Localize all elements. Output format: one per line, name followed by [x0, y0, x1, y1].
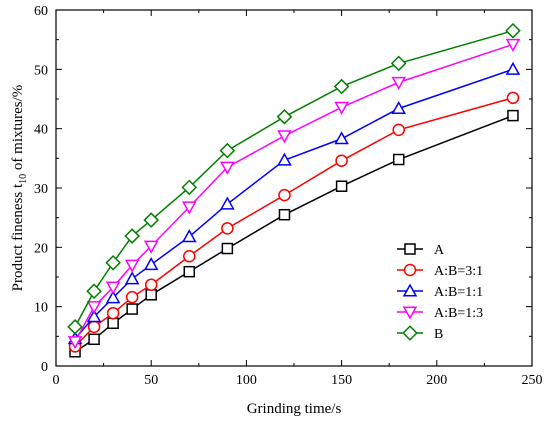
- y-tick-label: 30: [34, 182, 48, 197]
- data-point: [507, 109, 519, 122]
- y-axis-label-main: Product fineness t: [10, 183, 26, 291]
- data-point: [67, 319, 83, 335]
- data-point: [392, 123, 405, 137]
- data-point: [125, 290, 139, 304]
- series: [67, 38, 521, 350]
- data-point: [105, 254, 121, 271]
- data-point: [143, 212, 160, 228]
- data-point: [334, 101, 349, 115]
- data-point: [124, 259, 140, 273]
- legend-marker: [402, 283, 418, 297]
- legend-item: A: [397, 243, 445, 258]
- data-point: [391, 100, 406, 115]
- data-point: [506, 91, 520, 105]
- data-point: [390, 55, 407, 72]
- y-tick-label: 0: [41, 360, 48, 375]
- data-point: [278, 208, 291, 221]
- legend-marker: [404, 243, 416, 255]
- x-tick-label: 250: [522, 373, 543, 388]
- data-point: [505, 38, 521, 52]
- data-point: [124, 228, 140, 244]
- legend-marker: [402, 306, 418, 320]
- legend-item: A:B=1:3: [397, 306, 483, 321]
- data-point: [145, 289, 157, 301]
- legend-marker: [403, 263, 417, 277]
- legend-item: A:B=3:1: [397, 263, 483, 279]
- data-point: [183, 265, 196, 278]
- legend-label: A:B=1:1: [434, 285, 483, 300]
- legend-marker: [402, 325, 418, 341]
- y-tick-label: 10: [34, 301, 48, 316]
- x-tick-label: 100: [236, 373, 257, 388]
- x-tick-label: 0: [53, 373, 60, 388]
- data-point: [505, 22, 521, 39]
- data-point: [86, 309, 102, 323]
- y-tick-label: 20: [34, 241, 48, 256]
- data-point: [276, 108, 293, 125]
- y-tick-label: 50: [34, 63, 48, 78]
- x-tick-label: 50: [144, 373, 158, 388]
- data-point: [278, 188, 291, 202]
- data-point: [277, 130, 292, 144]
- series-line: [74, 30, 514, 328]
- y-axis-label: Product fineness t10 of mixtures/%: [10, 85, 29, 292]
- data-point: [143, 256, 159, 271]
- data-point: [220, 161, 235, 175]
- data-point: [335, 180, 348, 192]
- x-tick-label: 150: [331, 373, 352, 388]
- data-point: [88, 333, 100, 346]
- data-point: [221, 242, 234, 255]
- data-point: [182, 201, 197, 215]
- data-point: [143, 240, 159, 254]
- data-point: [105, 290, 121, 304]
- series: [68, 91, 520, 353]
- legend: A A:B=3:1 A:B=1:1 A:B=1:3 B: [397, 243, 483, 342]
- data-point: [183, 249, 196, 263]
- data-point: [87, 320, 101, 334]
- legend-label: B: [434, 327, 443, 342]
- data-point: [505, 61, 521, 75]
- y-tick-label: 40: [34, 123, 48, 138]
- data-point: [333, 78, 350, 95]
- data-point: [219, 142, 236, 159]
- legend-label: A:B=3:1: [434, 264, 483, 279]
- data-point: [105, 281, 121, 295]
- axes: 0 50 100 150 200 250 0 10 20 30 40 50 60: [34, 4, 543, 388]
- data-point: [221, 222, 234, 235]
- data-point: [335, 154, 348, 167]
- series: [69, 109, 519, 358]
- data-point: [182, 229, 197, 243]
- y-axis-label-rest: of mixtures/%: [10, 85, 26, 174]
- data-point: [106, 306, 120, 320]
- legend-item: B: [397, 325, 443, 342]
- data-point: [86, 301, 102, 315]
- data-point: [124, 271, 140, 285]
- legend-item: A:B=1:1: [397, 283, 483, 300]
- data-point: [126, 303, 138, 315]
- x-tick-label: 200: [426, 373, 447, 388]
- data-point: [220, 196, 235, 210]
- data-point: [392, 153, 405, 166]
- y-tick-label: 60: [34, 4, 48, 19]
- series: [67, 22, 521, 335]
- data-point: [67, 336, 83, 350]
- data-point: [107, 317, 119, 330]
- data-point: [391, 76, 406, 90]
- data-point: [181, 179, 198, 196]
- x-axis-label: Grinding time/s: [247, 401, 342, 417]
- data-point: [334, 131, 349, 145]
- legend-label: A:B=1:3: [434, 306, 483, 321]
- y-axis-label-subscript: 10: [18, 174, 29, 184]
- series-layer: [67, 22, 521, 358]
- data-point: [86, 283, 102, 300]
- legend-label: A: [434, 243, 445, 258]
- data-point: [277, 152, 292, 166]
- data-point: [144, 278, 158, 291]
